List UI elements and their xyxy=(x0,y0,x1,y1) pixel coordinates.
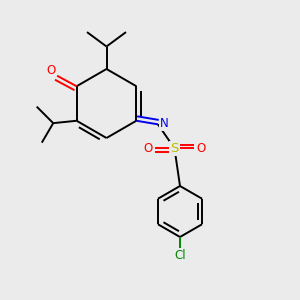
Text: O: O xyxy=(144,142,153,155)
Text: S: S xyxy=(170,142,179,155)
Text: O: O xyxy=(46,64,55,77)
Text: N: N xyxy=(160,117,168,130)
Text: Cl: Cl xyxy=(174,249,186,262)
Text: O: O xyxy=(196,142,205,155)
